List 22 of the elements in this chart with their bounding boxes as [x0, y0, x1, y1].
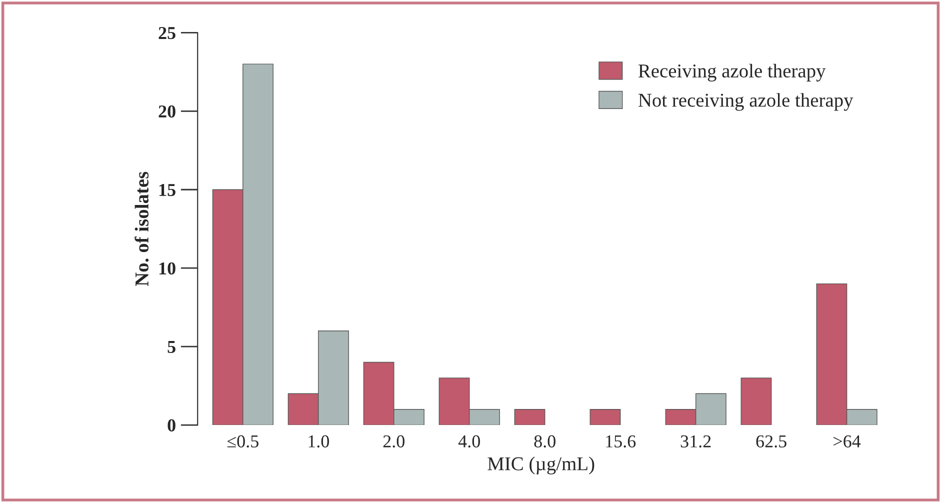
x-tick-label: ≤0.5 — [227, 435, 258, 448]
x-tick-label: >64 — [834, 435, 861, 448]
x-tick-label: 31.2 — [680, 435, 711, 448]
x-tick-label: 4.0 — [458, 435, 480, 448]
x-axis-title: MIC (µg/mL) — [488, 456, 594, 474]
x-tick-label: 15.6 — [606, 435, 636, 448]
x-tick-label: 62.5 — [756, 435, 786, 448]
y-tick-label: 20 — [158, 105, 176, 118]
bar — [590, 408, 621, 426]
y-tick-label: 25 — [158, 27, 176, 40]
x-tick-label: 1.0 — [308, 435, 329, 448]
y-tick-label: 10 — [159, 262, 176, 275]
y-tick-label: 0 — [168, 419, 176, 432]
x-tick-label: 8.0 — [534, 435, 556, 448]
y-tick-label: 5 — [168, 341, 176, 354]
legend-label: Receiving azole therapy — [638, 64, 826, 82]
x-tick-label: 2.0 — [383, 435, 404, 448]
legend-label: Not receiving azole therapy — [638, 93, 854, 111]
y-axis-title: No. of isolates — [134, 172, 149, 286]
bar — [740, 378, 772, 426]
bar — [514, 408, 546, 426]
y-tick-label: 15 — [159, 184, 176, 196]
